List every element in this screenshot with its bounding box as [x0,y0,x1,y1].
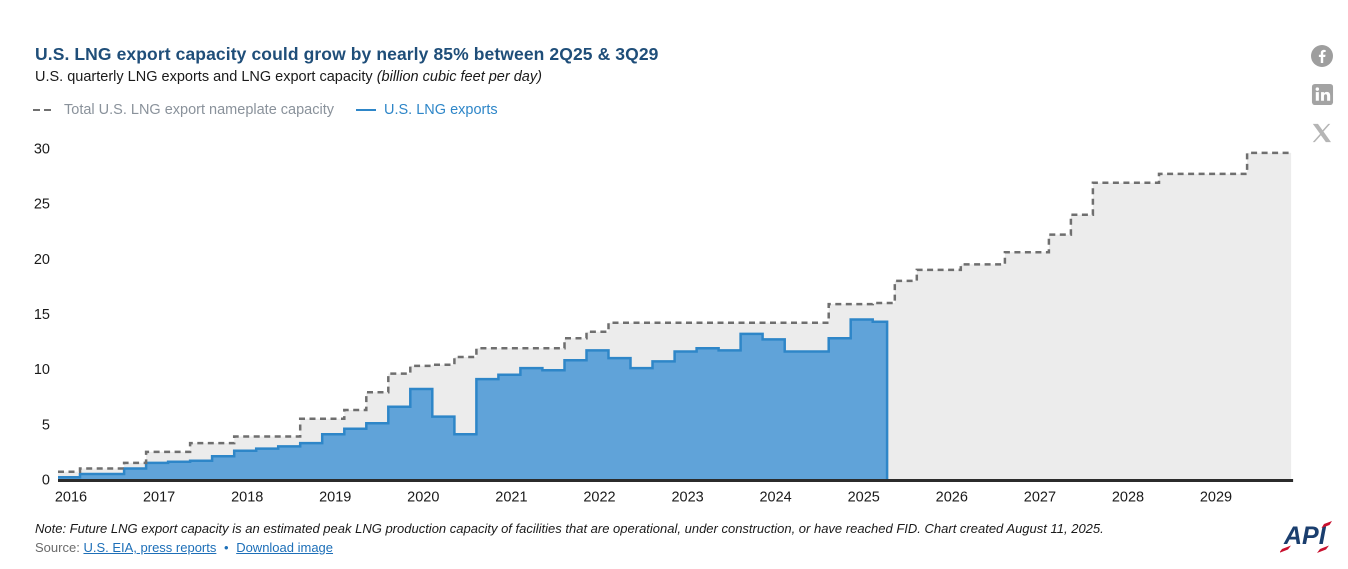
x-axis-tick-label: 2020 [407,490,439,506]
chart-note: Note: Future LNG export capacity is an e… [35,521,1104,536]
capacity-line [58,151,1292,474]
x-axis-tick-label: 2028 [1112,490,1144,506]
legend-capacity-label: Total U.S. LNG export nameplate capacity [64,102,334,118]
download-image-link[interactable]: Download image [236,540,334,555]
bullet-separator: • [224,540,229,555]
facebook-share-button[interactable] [1310,44,1334,68]
api-logo-text: API [1283,522,1327,550]
x-axis-tick-label: 2023 [671,490,703,506]
x-axis-tick-label: 2016 [55,490,87,506]
chart-subtitle: U.S. quarterly LNG exports and LNG expor… [35,69,542,85]
legend-item-exports: U.S. LNG exports [356,102,498,118]
y-axis-tick-label: 30 [34,142,50,158]
y-axis-tick-label: 20 [34,252,50,268]
y-axis-tick-label: 0 [42,473,50,489]
page-title: U.S. LNG export capacity could grow by n… [35,44,659,64]
x-axis-tick-label: 2019 [319,490,351,506]
x-axis-tick-label: 2029 [1200,490,1232,506]
source-link[interactable]: U.S. EIA, press reports [83,540,217,555]
linkedin-share-button[interactable] [1310,83,1334,107]
api-logo: API [1279,518,1332,559]
source-line: Source: U.S. EIA, press reports • Downlo… [35,540,333,555]
x-axis-tick-label: 2022 [583,490,615,506]
subtitle-unit: (billion cubic feet per day) [376,69,542,85]
share-buttons [1310,44,1334,146]
x-axis-tick-label: 2024 [759,490,791,506]
y-axis-tick-label: 5 [42,417,50,433]
chart-legend: Total U.S. LNG export nameplate capacity… [33,102,520,118]
x-axis-tick-label: 2017 [143,490,175,506]
subtitle-text: U.S. quarterly LNG exports and LNG expor… [35,69,377,85]
x-axis-tick-label: 2027 [1024,490,1056,506]
x-share-button[interactable] [1310,122,1334,146]
capacity-area [58,152,1292,480]
y-axis-tick-label: 15 [34,307,50,323]
solid-line-swatch-icon [356,108,376,112]
facebook-icon [1311,45,1333,67]
source-label: Source: [35,540,80,555]
x-axis-tick-label: 2021 [495,490,527,506]
linkedin-icon [1311,83,1333,106]
y-axis-tick-label: 25 [34,197,50,213]
exports-area [58,319,888,480]
y-axis-tick-label: 10 [34,362,50,378]
dashed-line-swatch-icon [33,108,55,112]
x-axis-tick-label: 2025 [848,490,880,506]
legend-exports-label: U.S. LNG exports [384,102,498,118]
legend-item-capacity: Total U.S. LNG export nameplate capacity [33,102,334,118]
x-icon [1312,123,1331,143]
exports-line [58,318,889,480]
x-axis-tick-label: 2018 [231,490,263,506]
x-axis-tick-label: 2026 [936,490,968,506]
